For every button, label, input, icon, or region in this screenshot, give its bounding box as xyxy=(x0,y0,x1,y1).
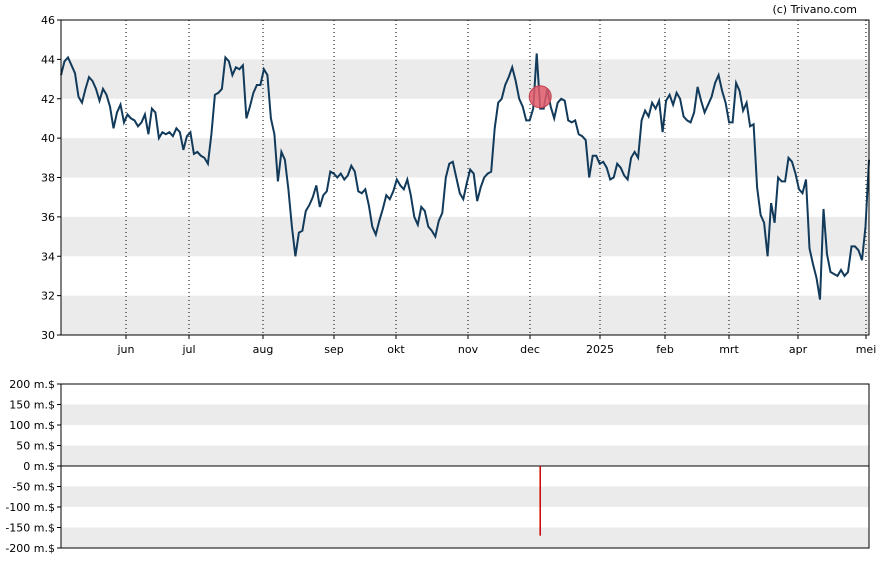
volume-y-tick-label: 150 m.$ xyxy=(9,399,55,412)
volume-y-tick-label: 100 m.$ xyxy=(9,419,55,432)
price-y-tick-label: 30 xyxy=(41,329,55,342)
volume-y-tick-label: -50 m.$ xyxy=(12,481,55,494)
price-y-tick-label: 42 xyxy=(41,93,55,106)
price-plot-frame xyxy=(60,19,870,336)
volume-band xyxy=(61,445,869,466)
volume-y-axis: 200 m.$ 150 m.$ 100 m.$ 50 m.$ 0 m.$ -50 m.$ -… xyxy=(5,378,61,555)
price-y-tick-label: 40 xyxy=(41,132,55,145)
price-y-axis: 30 32 34 36 38 40 42 44 46 xyxy=(41,14,61,342)
volume-band xyxy=(61,486,869,507)
price-band xyxy=(61,59,869,99)
month-label: sep xyxy=(324,343,343,356)
price-band xyxy=(61,216,869,257)
month-label: feb xyxy=(656,343,674,356)
price-y-tick-label: 32 xyxy=(41,290,55,303)
price-y-tick-label: 44 xyxy=(41,53,55,66)
month-label: aug xyxy=(253,343,274,356)
month-label: jun xyxy=(117,343,135,356)
volume-y-tick-label: -100 m.$ xyxy=(5,501,55,514)
month-label: okt xyxy=(387,343,405,356)
month-label: jul xyxy=(181,343,195,356)
event-marker xyxy=(528,85,552,109)
volume-plot-frame xyxy=(60,383,870,549)
month-label: nov xyxy=(458,343,479,356)
price-y-tick-label: 38 xyxy=(41,172,55,185)
volume-y-tick-label: 200 m.$ xyxy=(9,378,55,391)
price-bands xyxy=(61,59,869,335)
volume-band xyxy=(61,527,869,548)
month-label: 2025 xyxy=(586,343,614,356)
price-band xyxy=(61,138,869,178)
price-x-axis: jun jul aug sep okt nov dec 2025 feb mrt apr mei xyxy=(117,335,877,356)
volume-y-tick-label: -200 m.$ xyxy=(5,542,55,555)
month-label: mei xyxy=(856,343,877,356)
credit-label: (c) Trivano.com xyxy=(772,3,857,16)
volume-bands xyxy=(61,404,869,548)
price-y-tick-label: 36 xyxy=(41,211,55,224)
price-y-tick-label: 34 xyxy=(41,250,55,263)
month-label: dec xyxy=(520,343,540,356)
price-y-tick-label: 46 xyxy=(41,14,55,27)
volume-y-tick-label: 50 m.$ xyxy=(16,440,55,453)
volume-band xyxy=(61,404,869,425)
volume-y-tick-label: 0 m.$ xyxy=(23,460,55,473)
volume-y-tick-label: -150 m.$ xyxy=(5,522,55,535)
price-series-line xyxy=(60,53,870,300)
month-label: apr xyxy=(789,343,808,356)
price-band xyxy=(61,295,869,335)
month-label: mrt xyxy=(719,343,739,356)
